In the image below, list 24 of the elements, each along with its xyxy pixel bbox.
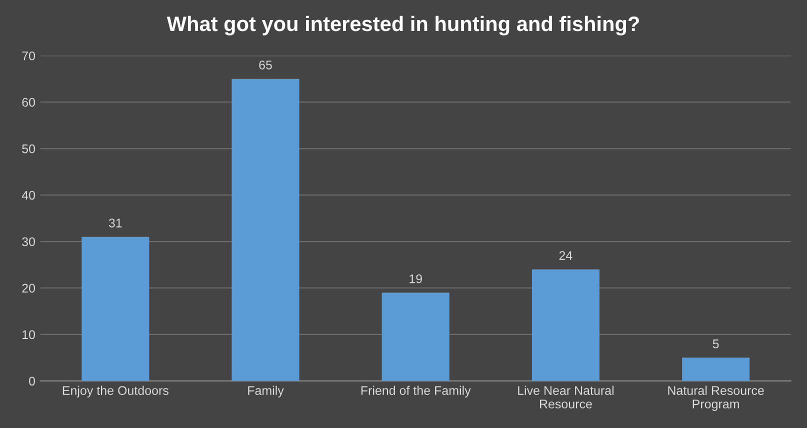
x-tick-label: Live Near Natural Resource <box>518 386 614 408</box>
bar <box>532 269 600 381</box>
y-tick-label: 70 <box>22 51 35 60</box>
y-tick-label: 10 <box>22 330 35 340</box>
bar <box>232 78 300 381</box>
data-label: 31 <box>108 218 122 228</box>
x-tick-label: Family <box>248 386 284 398</box>
y-tick-label: 50 <box>22 144 35 154</box>
bar <box>82 236 150 381</box>
y-tick-label: 30 <box>22 237 35 246</box>
bar <box>682 358 750 381</box>
y-tick-label: 20 <box>22 284 35 293</box>
chart-title: What got you interested in hunting and fishing? <box>166 16 639 36</box>
x-tick-label: Enjoy the Outdoors <box>62 386 168 398</box>
data-label: 24 <box>559 251 572 260</box>
data-label: 19 <box>410 274 422 284</box>
y-tick-label: 0 <box>29 376 35 386</box>
bar <box>382 292 450 381</box>
x-tick-label: Natural Resource Program <box>668 386 764 411</box>
y-tick-label: 40 <box>22 190 35 200</box>
data-label: 5 <box>712 340 719 348</box>
data-label: 65 <box>259 60 272 70</box>
x-tick-label: Friend of the Family <box>361 386 471 398</box>
y-tick-label: 60 <box>22 98 35 107</box>
